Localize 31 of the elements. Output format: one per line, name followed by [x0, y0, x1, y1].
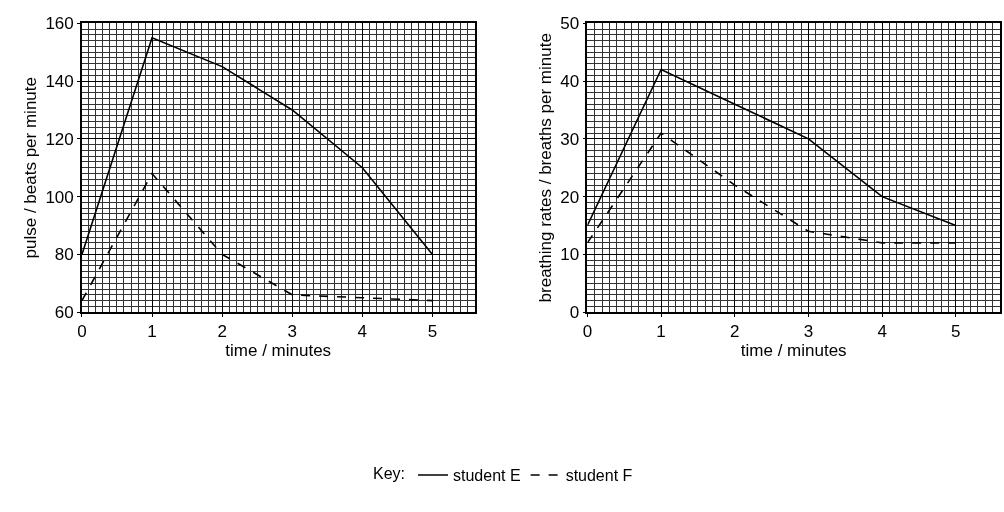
y-tick-label: 120	[45, 129, 74, 149]
y-tick-label: 60	[54, 303, 74, 323]
x-axis-title: time / minutes	[740, 341, 847, 361]
x-tick-label: 0	[582, 322, 593, 342]
x-tick-label: 2	[217, 322, 227, 342]
x-tick-label: 5	[951, 322, 961, 342]
x-axis-title: time / minutes	[225, 341, 332, 361]
y-tick-label: 100	[45, 187, 74, 207]
y-tick-label: 0	[569, 303, 580, 323]
x-tick-label: 5	[427, 322, 438, 342]
x-tick-label: 3	[287, 322, 297, 342]
x-tick-label: 1	[147, 322, 157, 342]
x-tick-label: 3	[803, 322, 814, 342]
legend-label: student F	[565, 467, 633, 485]
legend-title: Key:	[373, 464, 406, 482]
y-tick-label: 10	[560, 245, 580, 265]
x-tick-label: 4	[877, 322, 887, 342]
y-axis-title: pulse / beats per minute	[21, 77, 41, 259]
y-tick-label: 50	[560, 14, 580, 34]
y-tick-label: 30	[560, 129, 580, 149]
legend-label: student E	[453, 467, 521, 485]
x-tick-label: 0	[77, 322, 87, 342]
x-tick-label: 1	[656, 322, 666, 342]
y-tick-label: 40	[560, 72, 580, 92]
x-tick-label: 2	[730, 322, 740, 342]
y-tick-label: 80	[54, 245, 74, 265]
y-tick-label: 20	[560, 187, 580, 207]
y-tick-label: 140	[45, 72, 74, 92]
x-tick-label: 4	[357, 322, 368, 342]
y-tick-label: 160	[45, 14, 74, 34]
y-axis-title: breathing rates / breaths per minute	[536, 33, 556, 303]
